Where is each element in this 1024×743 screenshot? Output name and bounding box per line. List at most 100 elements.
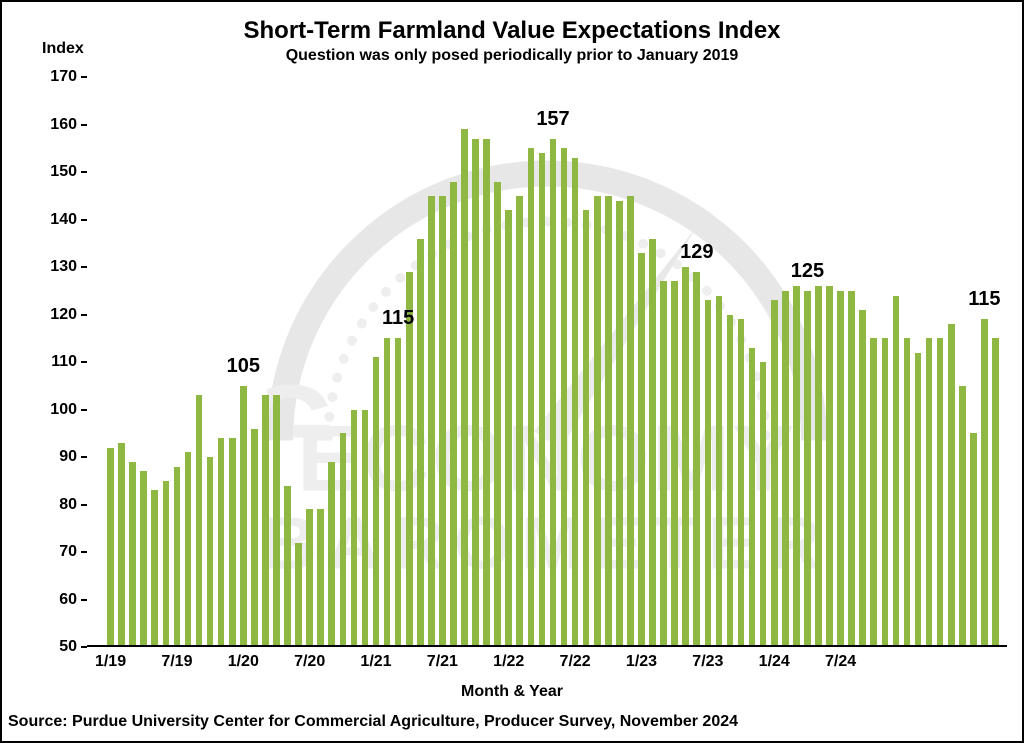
y-tick [81, 266, 87, 268]
bar-slot [472, 77, 479, 647]
bar-slot [428, 77, 435, 647]
y-tick-label: 70 [59, 543, 77, 561]
y-tick [81, 551, 87, 553]
bar [561, 148, 568, 647]
y-tick-label: 90 [59, 448, 77, 466]
bar [516, 196, 523, 647]
bar-slot [627, 77, 634, 647]
bar [716, 296, 723, 648]
bar-slot [439, 77, 446, 647]
bar-slot [328, 77, 335, 647]
bar [859, 310, 866, 647]
bar [262, 395, 269, 647]
bar-slot [981, 77, 988, 647]
bar [384, 338, 391, 647]
bar [373, 357, 380, 647]
bar [439, 196, 446, 647]
bar-slot [384, 77, 391, 647]
x-tick-label: 7/21 [427, 653, 458, 671]
chart-title: Short-Term Farmland Value Expectations I… [2, 17, 1022, 45]
bar [472, 139, 479, 647]
bar [118, 443, 125, 647]
bar [494, 182, 501, 648]
bar [671, 281, 678, 647]
bar-slot [915, 77, 922, 647]
bar [505, 210, 512, 647]
bar [306, 509, 313, 647]
y-tick-label: 100 [50, 401, 77, 419]
bar-slot [406, 77, 413, 647]
bar-slot [516, 77, 523, 647]
x-tick-label: 7/20 [294, 653, 325, 671]
bar-slot [716, 77, 723, 647]
bar [793, 286, 800, 647]
bar-slot [594, 77, 601, 647]
bar [229, 438, 236, 647]
annotation-label: 115 [968, 288, 1000, 311]
bar-slot [107, 77, 114, 647]
bar-slot [196, 77, 203, 647]
bar-slot [870, 77, 877, 647]
x-axis-line [87, 645, 1007, 647]
bar [937, 338, 944, 647]
bar [163, 481, 170, 647]
bar-slot [793, 77, 800, 647]
bar [450, 182, 457, 648]
x-tick-label: 1/24 [759, 653, 790, 671]
bar-slot [561, 77, 568, 647]
bar-slot [605, 77, 612, 647]
chart-frame: Short-Term Farmland Value Expectations I… [0, 0, 1024, 743]
bar-slot [340, 77, 347, 647]
bar [362, 410, 369, 648]
y-tick [81, 456, 87, 458]
bar-slot [494, 77, 501, 647]
bar-slot [815, 77, 822, 647]
bar [782, 291, 789, 647]
y-tick-label: 120 [50, 306, 77, 324]
bar-slot [284, 77, 291, 647]
bar [550, 139, 557, 647]
y-tick-label: 170 [50, 68, 77, 86]
bar-slot [218, 77, 225, 647]
bar [760, 362, 767, 647]
bar-slot [649, 77, 656, 647]
bar [594, 196, 601, 647]
bar [129, 462, 136, 647]
bar-slot [461, 77, 468, 647]
x-tick-label: 1/22 [493, 653, 524, 671]
y-tick [81, 361, 87, 363]
bar [627, 196, 634, 647]
y-tick-label: 60 [59, 591, 77, 609]
x-tick-label: 7/19 [161, 653, 192, 671]
bar [904, 338, 911, 647]
bar-slot [760, 77, 767, 647]
bar-slot [848, 77, 855, 647]
bar-slot [207, 77, 214, 647]
bar-slot [782, 77, 789, 647]
bar [649, 239, 656, 648]
bar-slot [771, 77, 778, 647]
x-axis-label: Month & Year [2, 683, 1022, 701]
bar [251, 429, 258, 648]
bar-slot [351, 77, 358, 647]
bar [351, 410, 358, 648]
annotation-label: 125 [791, 260, 824, 283]
bar [749, 348, 756, 647]
bar-slot [660, 77, 667, 647]
bar [317, 509, 324, 647]
bar [959, 386, 966, 647]
bar [461, 129, 468, 647]
x-tick-label: 7/22 [560, 653, 591, 671]
bar [295, 543, 302, 648]
bar [240, 386, 247, 647]
bar-slot [317, 77, 324, 647]
bar [870, 338, 877, 647]
bar [837, 291, 844, 647]
bar-slot [483, 77, 490, 647]
y-tick [81, 409, 87, 411]
y-tick [81, 171, 87, 173]
plot-area: AG ECONOMY BAROMETER 5060708090100110120… [87, 77, 1007, 647]
bar-slot [749, 77, 756, 647]
bar [528, 148, 535, 647]
bar [660, 281, 667, 647]
